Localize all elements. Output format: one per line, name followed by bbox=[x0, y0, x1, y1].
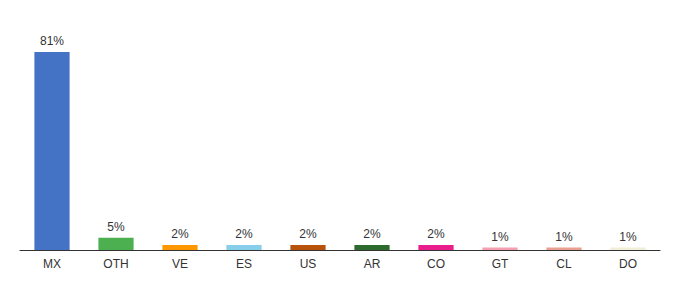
svg-text:VE: VE bbox=[172, 257, 188, 271]
svg-text:1%: 1% bbox=[619, 230, 637, 244]
svg-text:2%: 2% bbox=[363, 227, 381, 241]
svg-text:2%: 2% bbox=[427, 227, 445, 241]
svg-text:2%: 2% bbox=[299, 227, 317, 241]
svg-text:ES: ES bbox=[236, 257, 252, 271]
svg-text:CO: CO bbox=[427, 257, 445, 271]
svg-text:OTH: OTH bbox=[103, 257, 128, 271]
svg-text:2%: 2% bbox=[171, 227, 189, 241]
svg-text:5%: 5% bbox=[107, 220, 125, 234]
svg-text:DO: DO bbox=[619, 257, 637, 271]
svg-text:GT: GT bbox=[492, 257, 509, 271]
svg-text:2%: 2% bbox=[235, 227, 253, 241]
svg-text:AR: AR bbox=[364, 257, 381, 271]
svg-text:MX: MX bbox=[43, 257, 61, 271]
svg-text:US: US bbox=[300, 257, 317, 271]
svg-text:81%: 81% bbox=[40, 34, 64, 48]
svg-text:1%: 1% bbox=[491, 230, 509, 244]
svg-text:CL: CL bbox=[556, 257, 572, 271]
svg-text:1%: 1% bbox=[555, 230, 573, 244]
